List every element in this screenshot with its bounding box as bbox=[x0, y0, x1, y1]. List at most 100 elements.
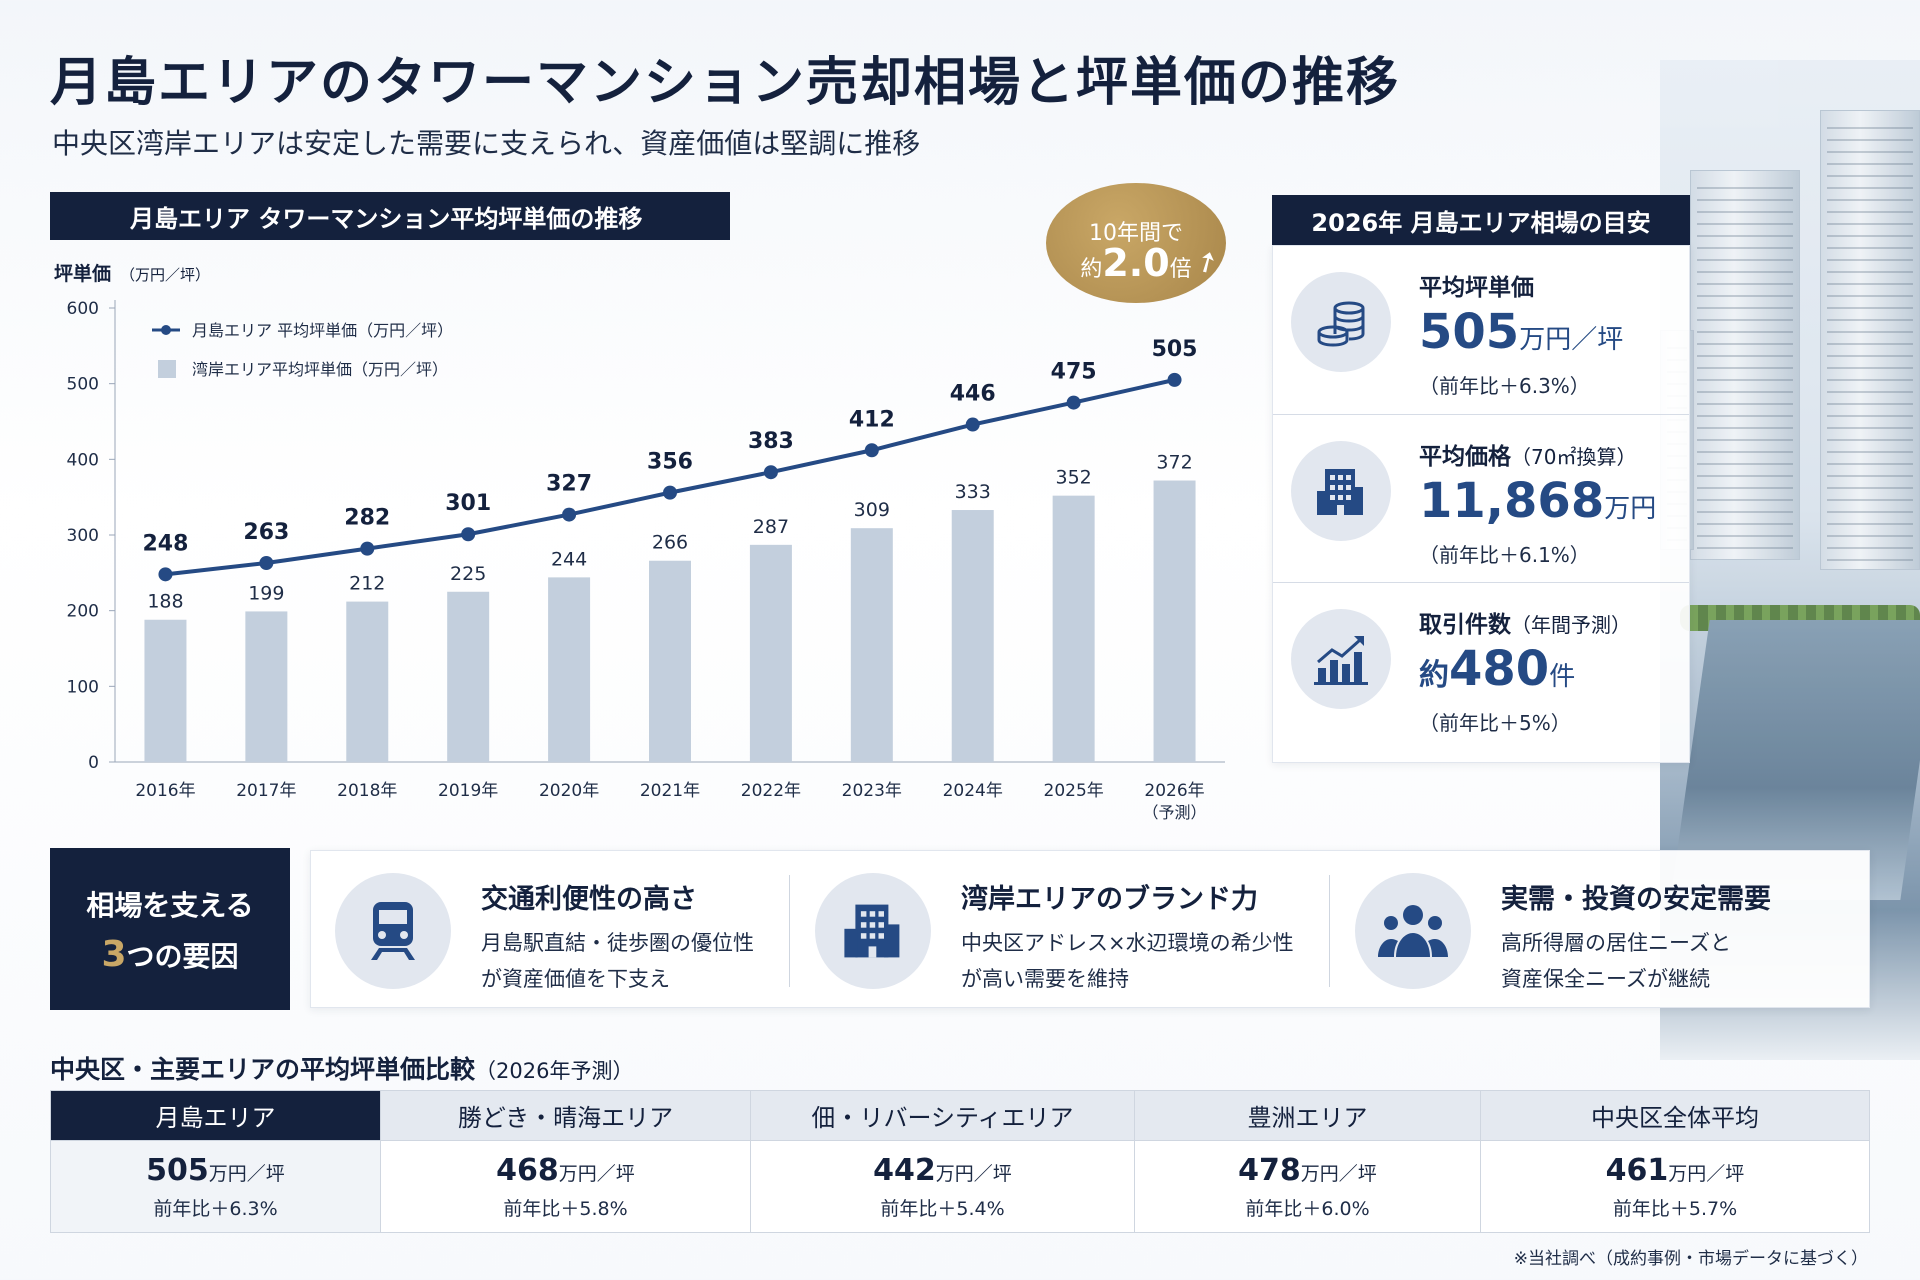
factors-heading: 相場を支える 3つの要因 bbox=[50, 848, 290, 1010]
table-cell: 461万円／坪 前年比＋5.7% bbox=[1480, 1140, 1870, 1233]
stat-value: 11,868万円 bbox=[1419, 473, 1657, 529]
y-tick-label: 100 bbox=[67, 677, 99, 697]
table-header: 佃・リバーシティエリア bbox=[750, 1090, 1135, 1141]
line-point bbox=[763, 465, 778, 480]
table-cell: 468万円／坪 前年比＋5.8% bbox=[380, 1140, 751, 1233]
footnote: ※当社調べ（成約事例・市場データに基づく） bbox=[1513, 1249, 1868, 1269]
factors-panel: 交通利便性の高さ 月島駅直結・徒歩圏の優位性 が資産価値を下支え 湾岸エリアのブラ… bbox=[310, 850, 1870, 1008]
y-tick-label: 600 bbox=[67, 299, 99, 319]
bar-value-label: 287 bbox=[753, 516, 789, 538]
bar bbox=[649, 560, 691, 762]
factor-desc: 高所得層の居住ニーズと 資産保全ニーズが継続 bbox=[1501, 931, 1731, 991]
stat-label: 平均価格（70㎡換算） bbox=[1419, 444, 1637, 470]
table-cell: 442万円／坪 前年比＋5.4% bbox=[750, 1140, 1135, 1233]
bar-value-label: 225 bbox=[450, 563, 486, 585]
bar-chart-icon bbox=[1291, 609, 1391, 709]
line-point bbox=[663, 485, 677, 500]
factor-brand: 湾岸エリアのブランド力 中央区アドレス×水辺環境の希少性 が高い需要を維持 bbox=[791, 851, 1331, 1007]
x-tick-label: 2022年 bbox=[741, 781, 801, 801]
line-value-label: 248 bbox=[142, 531, 188, 556]
legend-label: 月島エリア 平均坪単価（万円／坪） bbox=[192, 321, 453, 340]
line-point bbox=[965, 417, 980, 432]
table-row: 505万円／坪 前年比＋6.3% 468万円／坪 前年比＋5.8% 442万円／坪前… bbox=[50, 1140, 1870, 1233]
line-point bbox=[360, 541, 375, 556]
building-icon bbox=[1291, 441, 1391, 541]
line-value-label: 412 bbox=[849, 407, 895, 432]
y-tick-label: 300 bbox=[67, 526, 99, 546]
line-value-label: 301 bbox=[445, 491, 491, 516]
factor-demand: 実需・投資の安定需要 高所得層の居住ニーズと 資産保全ニーズが継続 bbox=[1331, 851, 1871, 1007]
y-axis-label: 坪単価 bbox=[54, 262, 111, 285]
factor-title: 実需・投資の安定需要 bbox=[1501, 884, 1771, 915]
table-header-row: 月島エリア 勝どき・晴海エリア 佃・リバーシティエリア 豊洲エリア 中央区全体平… bbox=[50, 1090, 1870, 1141]
bar bbox=[1153, 480, 1196, 762]
badge-post: 倍 bbox=[1169, 257, 1192, 282]
x-tick-note: （予測） bbox=[1143, 803, 1207, 822]
bar-value-label: 352 bbox=[1056, 467, 1092, 489]
x-tick-label: 2020年 bbox=[539, 781, 599, 801]
table-header: 中央区全体平均 bbox=[1480, 1090, 1870, 1141]
table-cell: 505万円／坪 前年比＋6.3% bbox=[50, 1140, 381, 1233]
x-tick-label: 2018年 bbox=[337, 781, 397, 801]
coins-icon bbox=[1291, 272, 1391, 372]
badge-line1: 10年間で bbox=[1089, 221, 1183, 246]
table-header: 月島エリア bbox=[50, 1090, 381, 1141]
factors-heading-line2: 3つの要因 bbox=[101, 934, 239, 975]
stat-label: 平均坪単価 bbox=[1419, 275, 1534, 301]
x-tick-label: 2016年 bbox=[135, 781, 195, 801]
factor-title: 交通利便性の高さ bbox=[481, 884, 697, 915]
x-tick-label: 2024年 bbox=[943, 781, 1003, 801]
stat-yoy: （前年比＋5%） bbox=[1419, 711, 1571, 735]
line-value-label: 263 bbox=[243, 520, 289, 545]
train-icon bbox=[335, 873, 451, 989]
people-icon bbox=[1355, 873, 1471, 989]
x-tick-label: 2017年 bbox=[236, 781, 296, 801]
x-tick-label: 2019年 bbox=[438, 781, 498, 801]
line-point bbox=[562, 507, 577, 522]
stat-yoy: （前年比＋6.3%） bbox=[1419, 374, 1590, 398]
bar-value-label: 372 bbox=[1156, 452, 1192, 474]
line-point bbox=[461, 527, 476, 542]
factor-desc: 中央区アドレス×水辺環境の希少性 が高い需要を維持 bbox=[961, 931, 1294, 991]
comparison-title: 中央区・主要エリアの平均坪単価比較（2026年予測） bbox=[50, 1055, 634, 1084]
bar-value-label: 309 bbox=[854, 499, 890, 521]
bar-value-label: 188 bbox=[147, 591, 183, 613]
divider bbox=[1329, 875, 1330, 987]
stat-label: 取引件数（年間予測） bbox=[1419, 612, 1631, 638]
stat-value: 約480件 bbox=[1419, 641, 1576, 697]
line-value-label: 327 bbox=[546, 472, 592, 497]
factor-transport: 交通利便性の高さ 月島駅直結・徒歩圏の優位性 が資産価値を下支え bbox=[311, 851, 791, 1007]
line-point bbox=[1066, 395, 1081, 410]
bar-value-label: 199 bbox=[248, 582, 284, 604]
line-point bbox=[864, 443, 879, 458]
factor-desc: 月島駅直結・徒歩圏の優位性 が資産価値を下支え bbox=[481, 931, 754, 991]
badge-multiplier: 2.0 bbox=[1102, 241, 1170, 285]
stat-value: 505万円／坪 bbox=[1419, 304, 1624, 360]
line-value-label: 505 bbox=[1152, 337, 1198, 362]
bar bbox=[749, 544, 792, 762]
stat-yoy: （前年比＋6.1%） bbox=[1419, 543, 1590, 567]
building-icon bbox=[815, 873, 931, 989]
divider bbox=[789, 875, 790, 987]
bar bbox=[1052, 495, 1095, 762]
line-value-label: 383 bbox=[748, 429, 794, 454]
line-point bbox=[1167, 372, 1182, 387]
table-cell: 478万円／坪 前年比＋6.0% bbox=[1134, 1140, 1481, 1233]
market-stats-panel: 平均坪単価 505万円／坪 （前年比＋6.3%） 平均価格（70㎡換算） 11,… bbox=[1272, 245, 1690, 763]
tower-building bbox=[1820, 110, 1920, 570]
bar-value-label: 266 bbox=[652, 532, 688, 554]
bar bbox=[245, 611, 288, 762]
x-tick-label: 2021年 bbox=[640, 781, 700, 801]
chart-header: 月島エリア タワーマンション平均坪単価の推移 bbox=[50, 192, 730, 240]
y-tick-label: 0 bbox=[88, 753, 99, 773]
bar-value-label: 244 bbox=[551, 548, 587, 570]
y-tick-label: 200 bbox=[67, 602, 99, 622]
x-tick-label: 2026年 bbox=[1144, 781, 1204, 801]
panel-header: 2026年 月島エリア相場の目安 bbox=[1272, 195, 1690, 245]
bar bbox=[144, 619, 187, 762]
table-header: 豊洲エリア bbox=[1134, 1090, 1481, 1141]
bar-value-label: 333 bbox=[955, 481, 991, 503]
badge-pre: 約 bbox=[1080, 257, 1103, 282]
page-subtitle: 中央区湾岸エリアは安定した需要に支えられ、資産価値は堅調に推移 bbox=[52, 127, 921, 160]
y-axis-unit: （万円／坪） bbox=[120, 266, 210, 284]
